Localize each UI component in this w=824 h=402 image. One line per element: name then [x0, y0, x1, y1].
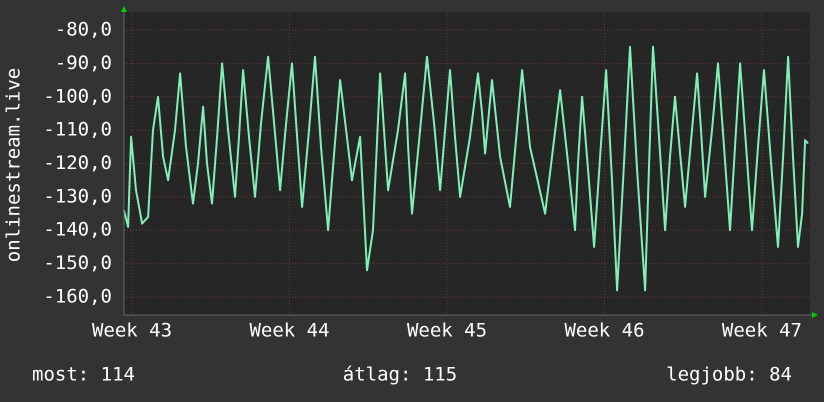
x-tick-label: Week 46: [564, 320, 644, 342]
stat-best: legjobb: 84: [666, 364, 792, 386]
y-tick-label: -130,0: [43, 185, 112, 207]
y-tick-label: -160,0: [43, 285, 112, 307]
x-axis-arrow: [812, 312, 818, 318]
x-tick-label: Week 45: [407, 320, 487, 342]
y-tick-label: -120,0: [43, 152, 112, 174]
y-tick-label: -100,0: [43, 85, 112, 107]
y-tick-label: -140,0: [43, 219, 112, 241]
y-tick-label: -150,0: [43, 252, 112, 274]
y-axis-arrow: [121, 6, 127, 12]
y-tick-label: -90,0: [55, 52, 112, 74]
x-tick-label: Week 43: [92, 320, 172, 342]
x-tick-label: Week 44: [249, 320, 329, 342]
grid: [124, 12, 810, 315]
y-axis-label: onlinestream.live: [3, 68, 25, 262]
x-tick-label: Week 47: [722, 320, 802, 342]
series-line: [123, 45, 809, 292]
stat-current: most: 114: [32, 364, 135, 386]
y-tick-label: -110,0: [43, 119, 112, 141]
stat-average: átlag: 115: [343, 364, 457, 386]
y-tick-label: -80,0: [55, 19, 112, 41]
marks: [123, 45, 809, 292]
